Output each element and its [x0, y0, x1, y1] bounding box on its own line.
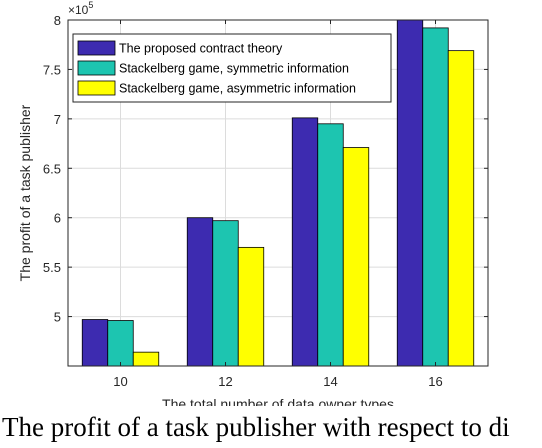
legend-entry: The proposed contract theory [119, 42, 283, 56]
y-tick-label: 7 [54, 112, 61, 127]
y-tick-label: 8 [54, 13, 61, 28]
bar [237, 246, 265, 367]
axes-box [67, 19, 489, 367]
y-tick-label: 6 [54, 211, 61, 226]
figure-caption: The profit of a task publisher with resp… [2, 412, 510, 442]
x-tick-label: 14 [323, 374, 337, 389]
legend-entry: Stackelberg game, symmetric information [119, 62, 349, 76]
bar [107, 320, 134, 367]
y-tick-label: 7.5 [43, 62, 61, 77]
x-tick-label: 12 [218, 374, 232, 389]
ticks: 5 5.5 6 6.5 7 7.5 8 10 12 14 16 [43, 13, 488, 389]
legend-box [72, 33, 392, 103]
bar [342, 147, 370, 367]
bar [291, 117, 319, 367]
x-tick-label: 10 [113, 374, 127, 389]
bar [212, 220, 239, 367]
legend-entry: Stackelberg game, asymmetric information [119, 82, 356, 96]
bar [317, 123, 344, 367]
bar [447, 50, 475, 367]
y-tick-label: 5 [54, 310, 61, 325]
legend-swatch [77, 80, 116, 96]
legend-swatch [77, 40, 116, 56]
y-tick-label: 5.5 [43, 260, 61, 275]
legend: The proposed contract theory Stackelberg … [72, 33, 392, 103]
y-axis-label: The profit of a task publisher [17, 104, 33, 281]
bar [186, 217, 214, 367]
y-axis-multiplier: ×105 [68, 0, 93, 17]
y-tick-label: 6.5 [43, 161, 61, 176]
bars [81, 19, 475, 367]
x-tick-label: 16 [428, 374, 442, 389]
legend-swatch [77, 60, 116, 76]
bar [132, 351, 160, 367]
bar [396, 19, 424, 367]
x-axis-label: The total number of data owner types [162, 396, 394, 406]
bar [422, 27, 449, 367]
bar-chart: 5 5.5 6 6.5 7 7.5 8 10 12 14 16 ×105 The profit of… [17, 0, 489, 406]
bar [81, 319, 109, 367]
